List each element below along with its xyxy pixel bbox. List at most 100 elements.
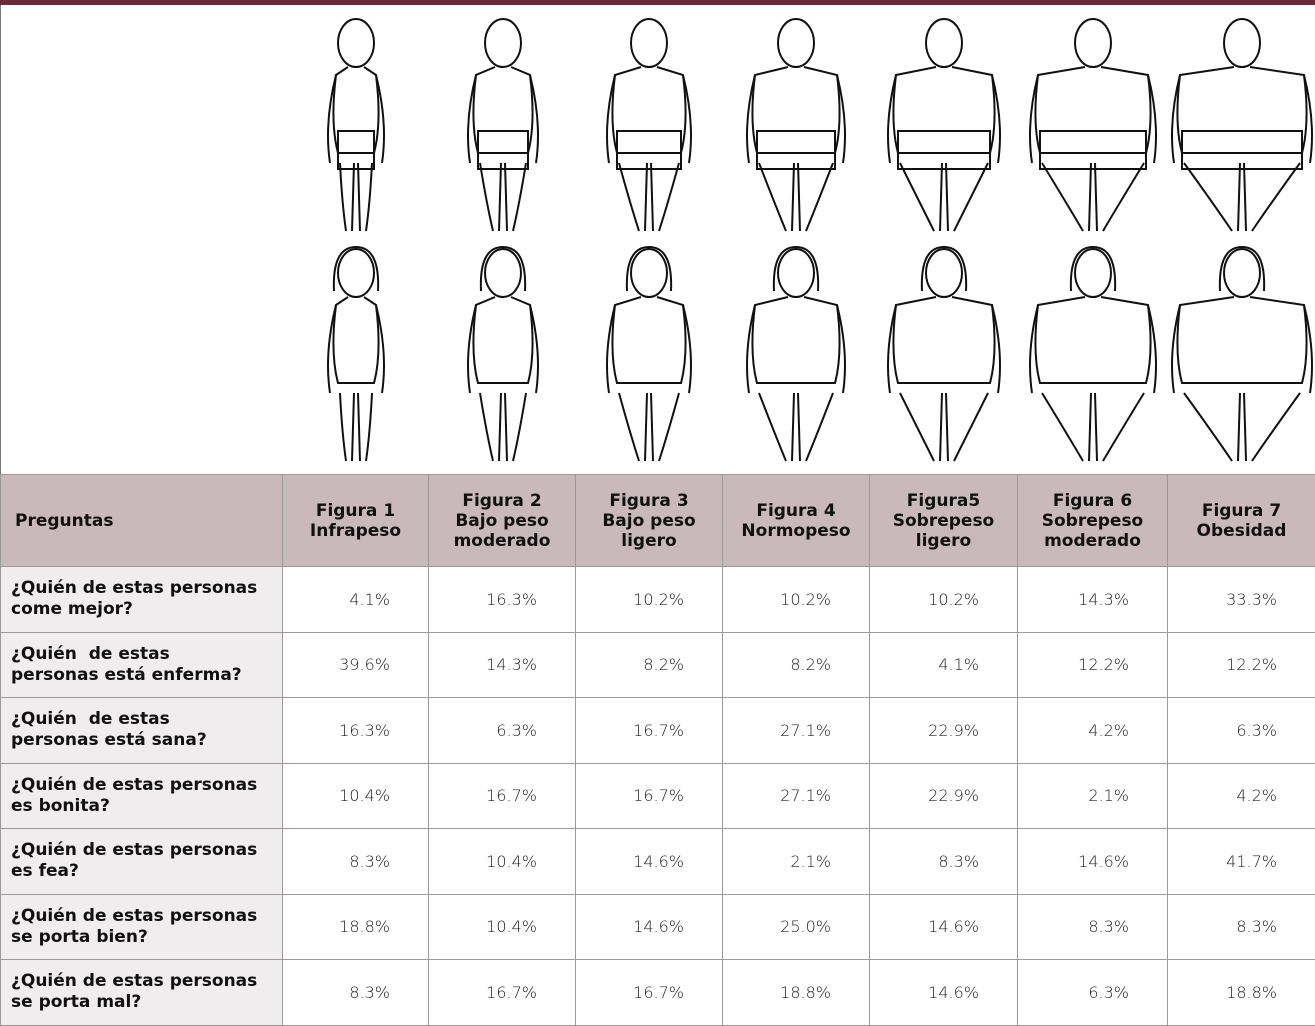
figure-legs: [759, 393, 833, 461]
figure-legs: [1042, 163, 1144, 231]
text-line: Infrapeso: [287, 521, 424, 541]
value-cell: 14.3%: [1018, 567, 1168, 633]
figure-body: [612, 67, 685, 153]
figure-body: [333, 67, 378, 153]
text-line: Preguntas: [15, 511, 278, 531]
figure-head: [1224, 249, 1260, 297]
figure-legs: [480, 393, 526, 461]
value-cell: 8.3%: [1018, 894, 1168, 960]
value-cell: 12.2%: [1168, 632, 1315, 698]
value-cell: 10.2%: [576, 567, 723, 633]
text-line: es bonita?: [11, 796, 272, 817]
value-cell: 16.7%: [429, 960, 576, 1026]
text-line: Bajo peso: [580, 511, 718, 531]
text-line: ¿Quién de estas personas: [11, 971, 272, 992]
value-cell: 27.1%: [723, 698, 870, 764]
value-cell: 41.7%: [1168, 829, 1315, 895]
figure-head: [926, 249, 962, 297]
figure-arms: [607, 75, 691, 163]
text-line: come mejor?: [11, 599, 272, 620]
value-cell: 14.6%: [576, 829, 723, 895]
figure-arms: [1172, 75, 1312, 163]
figure-shorts: [478, 131, 528, 169]
value-cell: 8.3%: [870, 829, 1018, 895]
text-line: ¿Quién de estas personas: [11, 840, 272, 861]
figure-arms: [468, 305, 538, 393]
figure-body: [612, 297, 685, 383]
text-line: es fea?: [11, 861, 272, 882]
figure-legs: [480, 163, 526, 231]
figure-head: [1075, 249, 1111, 297]
value-cell: 14.3%: [429, 632, 576, 698]
value-cell: 10.4%: [429, 894, 576, 960]
figure-body: [1177, 67, 1306, 153]
value-cell: 14.6%: [1018, 829, 1168, 895]
text-line: ¿Quién de estas: [11, 644, 272, 665]
figure-body: [893, 297, 994, 383]
text-line: Sobrepeso: [874, 511, 1013, 531]
value-cell: 8.3%: [1168, 894, 1315, 960]
figure-arms: [1172, 305, 1312, 393]
figure-legs: [900, 163, 988, 231]
figure-head: [778, 19, 814, 67]
text-line: Bajo peso: [433, 511, 571, 531]
figure-arms: [1030, 305, 1156, 393]
value-cell: 16.7%: [576, 763, 723, 829]
text-line: Figura 2: [433, 491, 571, 511]
value-cell: 16.7%: [576, 698, 723, 764]
figure-legs: [1184, 163, 1300, 231]
figure-body: [473, 67, 532, 153]
figure-legs: [340, 393, 372, 461]
value-cell: 16.7%: [576, 960, 723, 1026]
text-line: Figura5: [874, 491, 1013, 511]
figure-legs: [1042, 393, 1144, 461]
figure-arms: [888, 75, 1000, 163]
figure-head: [485, 249, 521, 297]
value-cell: 8.3%: [283, 960, 429, 1026]
figure-shorts: [338, 131, 374, 169]
figure-arms: [1030, 75, 1156, 163]
value-cell: 6.3%: [429, 698, 576, 764]
value-cell: 10.4%: [429, 829, 576, 895]
value-cell: 8.2%: [723, 632, 870, 698]
column-header: Preguntas: [1, 475, 283, 567]
text-line: ligero: [580, 531, 718, 551]
text-line: Figura 6: [1022, 491, 1163, 511]
figure-body: [752, 297, 839, 383]
text-line: se porta bien?: [11, 927, 272, 948]
value-cell: 6.3%: [1168, 698, 1315, 764]
value-cell: 2.1%: [1018, 763, 1168, 829]
value-cell: 6.3%: [1018, 960, 1168, 1026]
figure-body: [893, 67, 994, 153]
text-line: Normopeso: [727, 521, 865, 541]
figure-shorts: [1040, 131, 1146, 169]
text-line: personas está sana?: [11, 730, 272, 751]
value-cell: 14.6%: [870, 960, 1018, 1026]
figure-body: [752, 67, 839, 153]
figure-head: [778, 249, 814, 297]
value-cell: 8.3%: [283, 829, 429, 895]
figure-head: [1224, 19, 1260, 67]
figure-body: [473, 297, 532, 383]
value-cell: 27.1%: [723, 763, 870, 829]
value-cell: 25.0%: [723, 894, 870, 960]
figure-arms: [747, 305, 845, 393]
figure-head: [338, 249, 374, 297]
value-cell: 4.2%: [1018, 698, 1168, 764]
figure-legs: [900, 393, 988, 461]
value-cell: 2.1%: [723, 829, 870, 895]
